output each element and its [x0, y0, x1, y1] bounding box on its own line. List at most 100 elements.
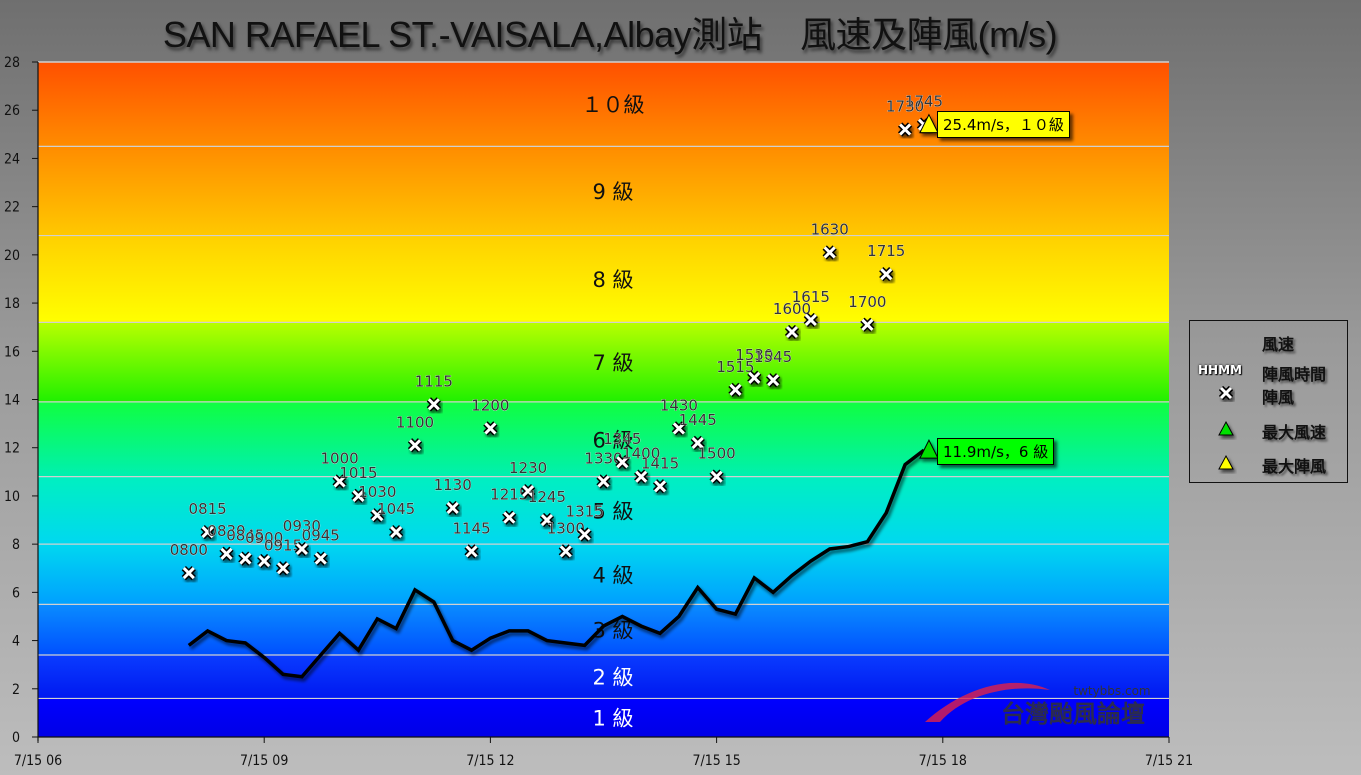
x-tick-label: 7/15 15	[692, 753, 740, 769]
band-7	[38, 322, 1169, 402]
watermark-site: twtybbs.com	[1073, 684, 1150, 698]
gust-time-label: 1200	[471, 396, 509, 414]
y-tick-label: 12	[4, 441, 20, 457]
gust-time-label: 1315	[566, 503, 604, 521]
wind-speed-line	[187, 448, 926, 679]
x-tick-label: 7/15 18	[919, 753, 967, 769]
watermark: twtybbs.com 台灣颱風論壇	[925, 682, 1151, 728]
y-tick-label: 28	[4, 55, 20, 71]
gust-time-label: 1515	[716, 358, 754, 376]
band-9	[38, 146, 1169, 236]
gust-time-label: 1015	[339, 464, 377, 482]
band-1	[38, 698, 1169, 737]
yellow-triangle-icon	[1218, 454, 1234, 470]
hhmm-icon: HHMM	[1198, 363, 1242, 377]
gust-time-label: 0930	[283, 517, 321, 535]
gust-time-label: 1030	[358, 483, 396, 501]
gust-point: 1530	[735, 346, 774, 385]
band-label: 5 級	[592, 499, 633, 523]
gust-time-label: 0830	[207, 522, 245, 540]
gust-point: 1345	[603, 430, 642, 470]
gust-time-label: 1500	[698, 445, 736, 463]
gust-point: 1145	[452, 519, 491, 559]
gust-point: 0915	[264, 536, 302, 576]
gust-point: 1000	[320, 449, 359, 489]
chart-title: SAN RAFAEL ST.-VAISALA,Albay測站 風速及陣風(m/s…	[162, 14, 1058, 55]
gust-time-label: 1245	[528, 488, 566, 506]
gust-point: 1515	[716, 358, 755, 397]
band-label: 9 級	[592, 180, 633, 204]
gust-time-label: 0845	[226, 527, 264, 545]
band-label: １０級	[582, 93, 645, 117]
gust-time-label: 1715	[867, 242, 905, 260]
legend-label: 最大陣風	[1262, 457, 1327, 476]
gust-time-label: 1730	[886, 98, 924, 116]
gust-point: 1115	[414, 372, 453, 412]
gust-time-label: 0915	[264, 536, 302, 554]
y-tick-label: 16	[4, 344, 20, 360]
gust-point: 0900	[245, 529, 284, 569]
legend-label: 陣風	[1262, 388, 1295, 407]
gust-point: 0930	[283, 517, 321, 557]
gust-point: 1015	[339, 464, 378, 504]
gust-time-label: 1630	[811, 220, 849, 238]
y-tick-label: 8	[12, 537, 20, 553]
gust-point: 0800	[169, 541, 208, 581]
y-tick-label: 20	[4, 248, 20, 264]
gust-time-label: 1415	[641, 454, 679, 472]
x-tick-label: 7/15 21	[1145, 753, 1193, 769]
band-label: 2 級	[592, 666, 633, 690]
gust-point: 1245	[528, 488, 566, 528]
gust-time-label: 1345	[603, 430, 641, 448]
line-icon	[1210, 338, 1248, 342]
gust-time-label: 1130	[434, 476, 472, 494]
y-tick-label: 14	[4, 393, 20, 409]
gust-point: 1100	[396, 413, 434, 453]
watermark-name: 台灣颱風論壇	[1001, 700, 1145, 728]
gust-point: 1600	[773, 300, 811, 340]
gust-time-label: 0815	[189, 500, 227, 518]
gust-point: 1200	[471, 396, 510, 436]
x-marker-icon	[1218, 385, 1234, 401]
gust-time-label: 1430	[660, 396, 698, 414]
gust-time-label: 0900	[245, 529, 283, 547]
gust-point: 1445	[678, 411, 717, 451]
x-tick-label: 7/15 06	[14, 753, 62, 769]
max-gust-triangle-icon	[919, 113, 939, 134]
y-tick-label: 24	[4, 151, 20, 167]
y-tick-label: 2	[12, 682, 20, 698]
gust-time-label: 0800	[170, 541, 208, 559]
gust-point: 1630	[810, 220, 849, 260]
gust-point: 0945	[301, 526, 340, 566]
gust-point: 1715	[867, 242, 906, 282]
max-gust-callout: 25.4m/s，１０級	[937, 111, 1070, 138]
gust-point: 1400	[622, 444, 661, 484]
gust-point: 0845	[226, 526, 265, 566]
gust-time-label: 1330	[584, 449, 622, 467]
band-label: 7 級	[592, 351, 633, 375]
legend-label: 風速	[1262, 335, 1295, 354]
band-label: 6 級	[592, 428, 633, 452]
gust-point: 1730	[886, 97, 924, 137]
legend-label: 陣風時間	[1262, 365, 1327, 384]
gust-point: 1130	[433, 476, 472, 516]
gust-point: 1500	[697, 444, 736, 484]
gust-time-label: 1700	[848, 293, 886, 311]
gust-time-label: 1045	[377, 500, 415, 518]
y-tick-label: 0	[12, 730, 20, 746]
green-triangle-icon	[1218, 420, 1234, 436]
y-tick-label: 10	[4, 489, 20, 505]
gust-time-label: 1600	[773, 300, 811, 318]
band-8	[38, 235, 1169, 323]
gust-point: 1330	[584, 449, 623, 489]
legend: 風速 HHMM 陣風時間 陣風 最大風速 最大陣風	[1189, 320, 1348, 483]
gust-point: 0830	[207, 521, 246, 561]
gust-point: 1215	[490, 485, 529, 525]
y-tick-label: 6	[12, 585, 20, 601]
max-wind-callout: 11.9m/s，6 級	[937, 438, 1055, 465]
gust-point: 1430	[660, 396, 698, 436]
gust-point: 1415	[641, 454, 679, 494]
gridlines	[38, 61, 1169, 700]
